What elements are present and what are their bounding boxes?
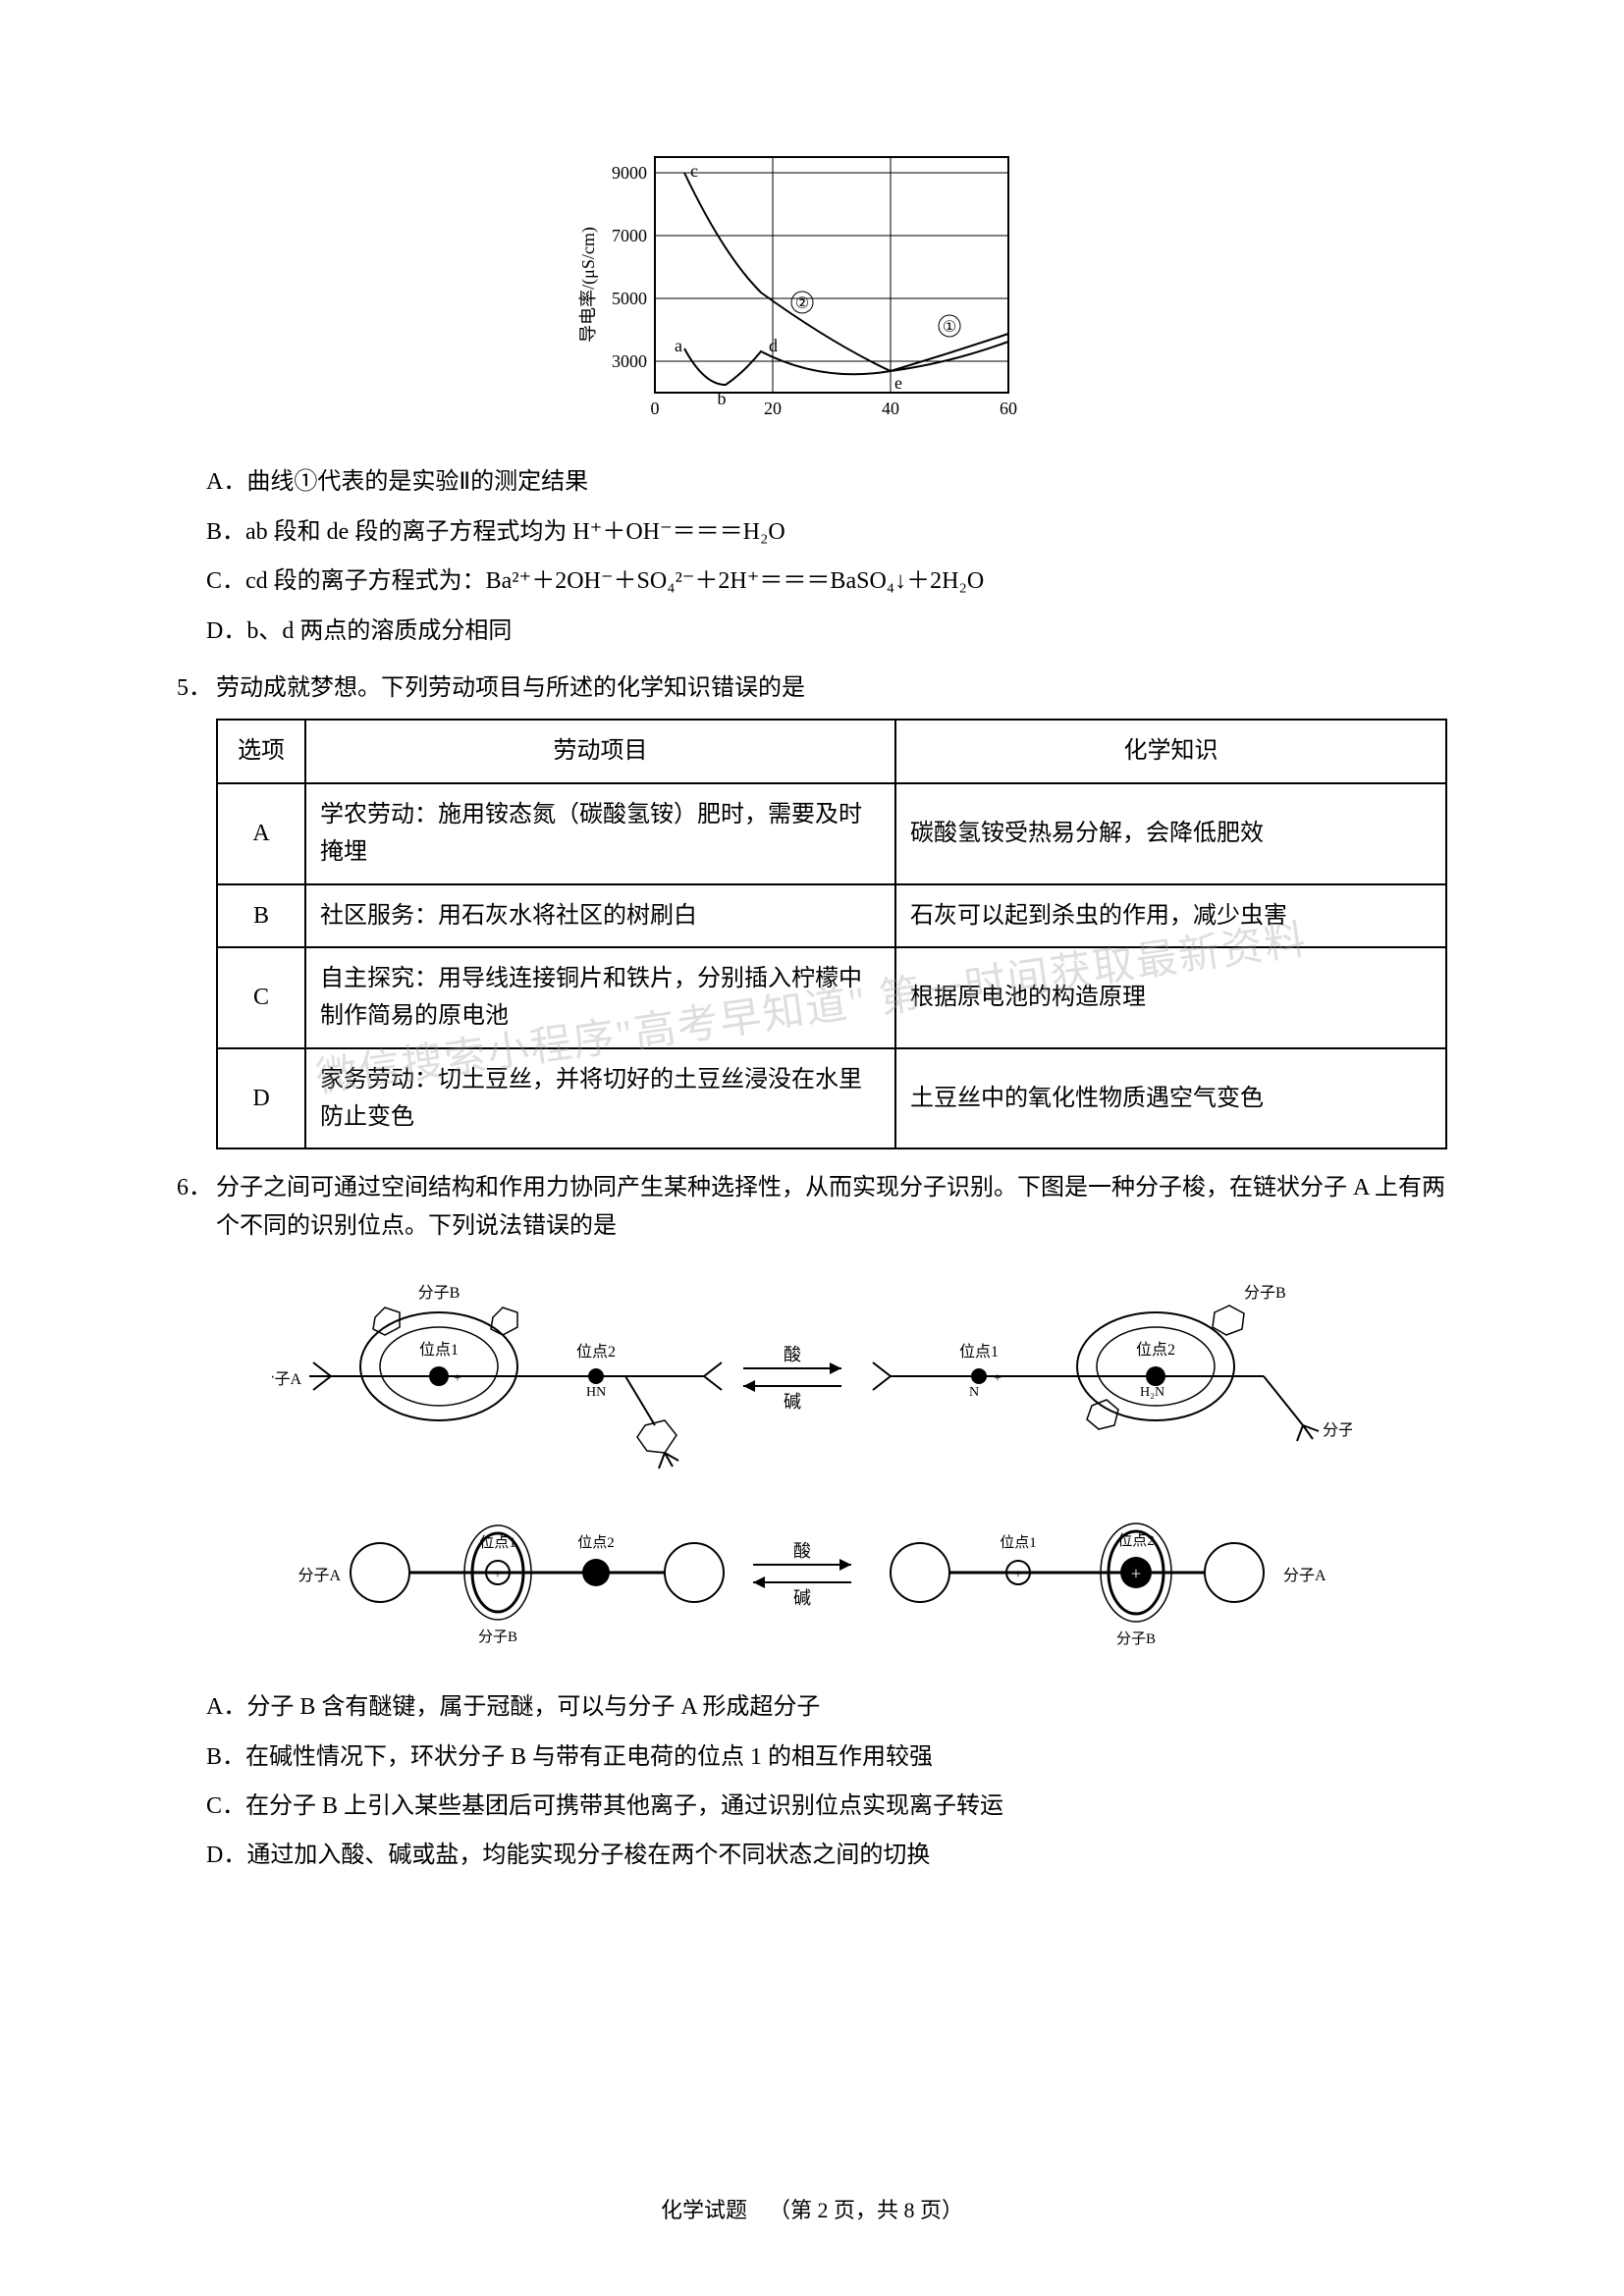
q5: 5． 劳动成就梦想。下列劳动项目与所述的化学知识错误的是 选项 劳动项目 化学知…	[177, 669, 1447, 1150]
q6-diagram: 位点1 + 分子B 位点2 HN 分子A	[177, 1258, 1447, 1671]
molB-label-3: 分子B	[478, 1629, 517, 1645]
svg-text:+: +	[1131, 1564, 1141, 1583]
svg-text:a: a	[675, 336, 682, 355]
q4-option-c: C．cd 段的离子方程式为：Ba²⁺＋2OH⁻＋SO₄²⁻＋2H⁺＝＝＝BaSO…	[206, 562, 1447, 600]
table-row: C 自主探究：用导线连接铜片和铁片，分别插入柠檬中制作简易的原电池 根据原电池的…	[217, 947, 1446, 1048]
q4-option-c-text: cd 段的离子方程式为：Ba²⁺＋2OH⁻＋SO₄²⁻＋2H⁺＝＝＝BaSO₄↓…	[245, 568, 984, 594]
q5-a-proj: 学农劳动：施用铵态氮（碳酸氢铵）肥时，需要及时掩埋	[305, 783, 895, 884]
q4-option-d: D．b、d 两点的溶质成分相同	[206, 613, 1447, 650]
q4-option-b: B．ab 段和 de 段的离子方程式均为 H⁺＋OH⁻＝＝＝H₂O	[206, 513, 1447, 551]
site1-label-4: 位点1	[1000, 1534, 1037, 1551]
molA-label-1: 分子A	[272, 1370, 301, 1388]
q6-number: 6．	[177, 1169, 216, 1206]
q6-option-b: B．在碱性情况下，环状分子 B 与带有正电荷的位点 1 的相互作用较强	[206, 1738, 1447, 1776]
q6-stem: 分子之间可通过空间结构和作用力协同产生某种选择性，从而实现分子识别。下图是一种分…	[216, 1169, 1447, 1245]
svg-text:40: 40	[882, 399, 899, 418]
table-row: D 家务劳动：切土豆丝，并将切好的土豆丝浸没在水里防止变色 土豆丝中的氧化性物质…	[217, 1048, 1446, 1149]
q4-option-a-text: 曲线①代表的是实验Ⅱ的测定结果	[246, 469, 588, 495]
svg-text:+: +	[1014, 1568, 1022, 1582]
footer-subject: 化学试题	[661, 2198, 747, 2222]
q5-c-know: 根据原电池的构造原理	[895, 947, 1446, 1048]
svg-text:9000: 9000	[612, 163, 647, 183]
q5-a-opt: A	[217, 783, 305, 884]
q5-d-opt: D	[217, 1048, 305, 1149]
svg-text:②: ②	[795, 295, 809, 312]
molA-label-2: 分子A	[1323, 1421, 1352, 1439]
svg-text:+: +	[454, 1371, 461, 1386]
q4-option-a: A．曲线①代表的是实验Ⅱ的测定结果	[206, 463, 1447, 501]
site2-label-2: 位点2	[1136, 1341, 1175, 1359]
table-row: A 学农劳动：施用铵态氮（碳酸氢铵）肥时，需要及时掩埋 碳酸氢铵受热易分解，会降…	[217, 783, 1446, 884]
svg-text:d: d	[769, 336, 778, 355]
q6-option-a: A．分子 B 含有醚键，属于冠醚，可以与分子 A 形成超分子	[206, 1688, 1447, 1726]
q6-option-b-text: 在碱性情况下，环状分子 B 与带有正电荷的位点 1 的相互作用较强	[245, 1744, 933, 1770]
q6-option-c-text: 在分子 B 上引入某些基团后可携带其他离子，通过识别位点实现离子转运	[245, 1793, 1003, 1819]
q5-b-know: 石灰可以起到杀虫的作用，减少虫害	[895, 884, 1446, 947]
q4-chart: 3000 5000 7000 9000 0 20 40 60 导电率/(μS/c…	[177, 137, 1447, 444]
q5-d-proj: 家务劳动：切土豆丝，并将切好的土豆丝浸没在水里防止变色	[305, 1048, 895, 1149]
q6-option-d-text: 通过加入酸、碱或盐，均能实现分子梭在两个不同状态之间的切换	[246, 1842, 930, 1868]
acid-label-1: 酸	[784, 1345, 801, 1364]
molB-label-1: 分子B	[418, 1284, 460, 1302]
svg-text:0: 0	[651, 399, 660, 418]
svg-text:3000: 3000	[612, 351, 647, 371]
q5-c-proj: 自主探究：用导线连接铜片和铁片，分别插入柠檬中制作简易的原电池	[305, 947, 895, 1048]
base-label-1: 碱	[784, 1392, 801, 1412]
svg-text:+: +	[994, 1371, 1001, 1386]
site1-label: 位点1	[419, 1341, 459, 1359]
svg-text:N: N	[969, 1385, 979, 1400]
molA-label-3: 分子A	[298, 1567, 341, 1584]
q5-a-know: 碳酸氢铵受热易分解，会降低肥效	[895, 783, 1446, 884]
q5-th-opt: 选项	[217, 720, 305, 782]
svg-text:导电率/(μS/cm): 导电率/(μS/cm)	[578, 227, 599, 343]
acid-label-2: 酸	[793, 1541, 811, 1561]
q5-th-know: 化学知识	[895, 720, 1446, 782]
site2-label-1: 位点2	[576, 1343, 616, 1361]
site1-label-2: 位点1	[959, 1343, 999, 1361]
q4-option-b-text: ab 段和 de 段的离子方程式均为 H⁺＋OH⁻＝＝＝H₂O	[245, 519, 785, 545]
base-label-2: 碱	[793, 1588, 811, 1608]
q5-d-know: 土豆丝中的氧化性物质遇空气变色	[895, 1048, 1446, 1149]
molecular-shuttle-svg: 位点1 + 分子B 位点2 HN 分子A	[272, 1258, 1352, 1671]
q5-b-opt: B	[217, 884, 305, 947]
q5-number: 5．	[177, 669, 216, 707]
svg-text:20: 20	[764, 399, 782, 418]
conductivity-chart-svg: 3000 5000 7000 9000 0 20 40 60 导电率/(μS/c…	[576, 137, 1048, 432]
q6: 6． 分子之间可通过空间结构和作用力协同产生某种选择性，从而实现分子识别。下图是…	[177, 1169, 1447, 1874]
chart-box: 3000 5000 7000 9000 0 20 40 60 导电率/(μS/c…	[576, 137, 1048, 444]
footer-page: （第 2 页，共 8 页）	[769, 2198, 963, 2222]
svg-text:5000: 5000	[612, 289, 647, 308]
q6-option-a-text: 分子 B 含有醚键，属于冠醚，可以与分子 A 形成超分子	[246, 1694, 820, 1720]
svg-text:c: c	[690, 161, 698, 181]
molB-label-4: 分子B	[1116, 1630, 1156, 1647]
q5-c-opt: C	[217, 947, 305, 1048]
site2-label-3: 位点2	[577, 1534, 615, 1551]
svg-text:e: e	[894, 373, 902, 393]
svg-text:b: b	[718, 389, 727, 408]
q6-option-c: C．在分子 B 上引入某些基团后可携带其他离子，通过识别位点实现离子转运	[206, 1788, 1447, 1825]
q4-option-d-text: b、d 两点的溶质成分相同	[246, 618, 512, 644]
svg-text:7000: 7000	[612, 226, 647, 245]
svg-text:+: +	[494, 1568, 502, 1582]
q5-b-proj: 社区服务：用石灰水将社区的树刷白	[305, 884, 895, 947]
page-footer: 化学试题 （第 2 页，共 8 页）	[0, 2193, 1624, 2227]
q5-th-proj: 劳动项目	[305, 720, 895, 782]
q5-stem: 劳动成就梦想。下列劳动项目与所述的化学知识错误的是	[216, 669, 1447, 707]
q5-table: 选项 劳动项目 化学知识 A 学农劳动：施用铵态氮（碳酸氢铵）肥时，需要及时掩埋…	[216, 719, 1447, 1149]
svg-text:HN: HN	[586, 1385, 606, 1400]
molB-label-2: 分子B	[1244, 1284, 1286, 1302]
svg-text:H₂N: H₂N	[1140, 1385, 1164, 1400]
table-row: B 社区服务：用石灰水将社区的树刷白 石灰可以起到杀虫的作用，减少虫害	[217, 884, 1446, 947]
svg-text:60: 60	[1000, 399, 1017, 418]
molA-label-4: 分子A	[1283, 1567, 1326, 1584]
q6-option-d: D．通过加入酸、碱或盐，均能实现分子梭在两个不同状态之间的切换	[206, 1837, 1447, 1874]
svg-text:①: ①	[943, 319, 956, 336]
